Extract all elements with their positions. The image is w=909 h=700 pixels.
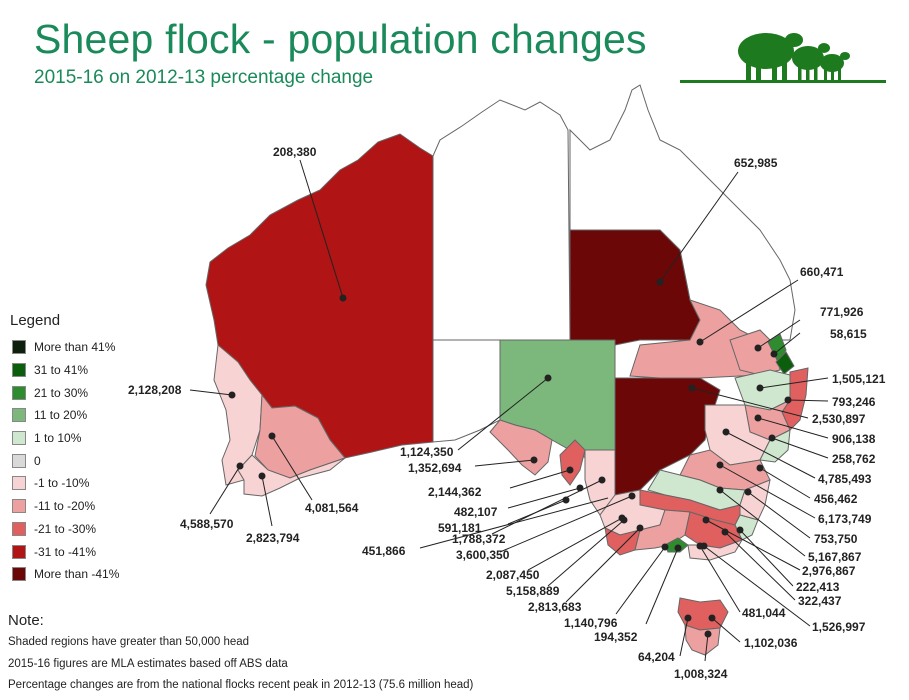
legend-item: -21 to -30% bbox=[12, 518, 119, 541]
map-label: 58,615 bbox=[830, 327, 867, 341]
legend-label: 1 to 10% bbox=[34, 431, 82, 446]
map-label: 1,124,350 bbox=[400, 445, 454, 459]
map-label: 6,173,749 bbox=[818, 512, 872, 526]
map-label: 222,413 bbox=[796, 580, 840, 594]
map-label: 1,140,796 bbox=[564, 616, 618, 630]
map-label: 2,823,794 bbox=[246, 531, 300, 545]
legend-label: 31 to 41% bbox=[34, 363, 89, 378]
legend-swatch bbox=[12, 499, 26, 514]
legend-swatch bbox=[12, 521, 26, 536]
map-label: 481,044 bbox=[742, 606, 786, 620]
legend-item: More than -41% bbox=[12, 563, 119, 586]
map-label: 1,102,036 bbox=[744, 636, 798, 650]
legend-swatch bbox=[12, 363, 26, 378]
region-qld-green-2 bbox=[775, 351, 795, 375]
map-label: 208,380 bbox=[273, 145, 317, 159]
legend-item: 1 to 10% bbox=[12, 427, 119, 450]
region-wa-south bbox=[237, 454, 346, 497]
region-tas-south bbox=[684, 624, 721, 656]
map-label: 660,471 bbox=[800, 265, 844, 279]
legend-label: More than -41% bbox=[34, 567, 120, 582]
map-label: 2,813,683 bbox=[528, 600, 582, 614]
header-divider bbox=[680, 80, 886, 83]
map-label: 64,204 bbox=[638, 650, 675, 664]
leader-lines bbox=[189, 159, 829, 662]
legend-swatch bbox=[12, 408, 26, 423]
map-label: 2,128,208 bbox=[128, 383, 182, 397]
legend-label: 21 to 30% bbox=[34, 385, 89, 400]
leader-points bbox=[228, 278, 792, 638]
map-label: 4,588,570 bbox=[180, 517, 234, 531]
sheep-logo-icon bbox=[738, 33, 850, 80]
legend-label: 0 bbox=[34, 453, 41, 468]
legend-item: 21 to 30% bbox=[12, 381, 119, 404]
legend-swatch bbox=[12, 385, 26, 400]
map-label: 456,462 bbox=[814, 492, 858, 506]
map-label: 2,976,867 bbox=[802, 564, 856, 578]
legend-item: 0 bbox=[12, 449, 119, 472]
region-nt bbox=[432, 99, 571, 341]
map-label: 771,926 bbox=[820, 305, 864, 319]
map-label: 2,530,897 bbox=[812, 412, 866, 426]
legend-label: -31 to -41% bbox=[34, 544, 97, 559]
map-label: 753,750 bbox=[814, 532, 858, 546]
map-label: 1,008,324 bbox=[674, 667, 728, 681]
legend-item: -31 to -41% bbox=[12, 540, 119, 563]
legend-swatch bbox=[12, 453, 26, 468]
map-title: Sheep flock - population changes bbox=[34, 16, 647, 62]
map-label: 4,081,564 bbox=[305, 501, 359, 515]
note-title: Note: bbox=[8, 612, 44, 629]
legend-swatch bbox=[12, 544, 26, 559]
legend-label: -11 to -20% bbox=[34, 499, 96, 514]
map-label: 194,352 bbox=[594, 630, 638, 644]
legend-item: 11 to 20% bbox=[12, 404, 119, 427]
legend-item: More than 41% bbox=[12, 336, 119, 359]
legend-swatch bbox=[12, 431, 26, 446]
map-label: 5,158,889 bbox=[506, 584, 560, 598]
map-label: 906,138 bbox=[832, 432, 876, 446]
legend-label: 11 to 20% bbox=[34, 408, 88, 423]
note-text: Shaded regions have greater than 50,000 … bbox=[8, 634, 473, 699]
legend-item: -1 to -10% bbox=[12, 472, 119, 495]
map-label: 652,985 bbox=[734, 156, 778, 170]
legend-swatch bbox=[12, 340, 26, 355]
map-label: 2,087,450 bbox=[486, 568, 540, 582]
map-label: 3,600,350 bbox=[456, 548, 510, 562]
legend-item: 31 to 41% bbox=[12, 359, 119, 382]
region-sa-north bbox=[432, 339, 501, 443]
legend-label: -21 to -30% bbox=[34, 521, 97, 536]
region-sa-yorke bbox=[559, 439, 586, 486]
note-line: Shaded regions have greater than 50,000 … bbox=[8, 636, 250, 648]
map-label: 322,437 bbox=[798, 594, 842, 608]
map-label: 451,866 bbox=[362, 544, 406, 558]
legend-item: -11 to -20% bbox=[12, 495, 119, 518]
map-label: 4,785,493 bbox=[818, 472, 872, 486]
legend-label: More than 41% bbox=[34, 340, 116, 355]
map-label: 482,107 bbox=[454, 505, 498, 519]
map-label: 258,762 bbox=[832, 452, 876, 466]
map-label: 591,181 bbox=[438, 521, 482, 535]
legend-label: -1 to -10% bbox=[34, 476, 90, 491]
map-label: 1,788,372 bbox=[452, 532, 506, 546]
map-label: 1,352,694 bbox=[408, 461, 462, 475]
legend: More than 41% 31 to 41% 21 to 30% 11 to … bbox=[12, 336, 119, 586]
map-label: 793,246 bbox=[832, 395, 876, 409]
map-label: 1,505,121 bbox=[832, 372, 886, 386]
map-label: 1,526,997 bbox=[812, 620, 866, 634]
legend-swatch bbox=[12, 567, 26, 582]
note-line: 2015-16 figures are MLA estimates based … bbox=[8, 657, 288, 670]
legend-title: Legend bbox=[10, 312, 61, 329]
legend-swatch bbox=[12, 476, 26, 491]
map-label: 2,144,362 bbox=[428, 485, 482, 499]
note-line: Percentage changes are from the national… bbox=[8, 679, 474, 691]
map-subtitle: 2015-16 on 2012-13 percentage change bbox=[34, 67, 374, 88]
map-label: 5,167,867 bbox=[808, 550, 862, 564]
